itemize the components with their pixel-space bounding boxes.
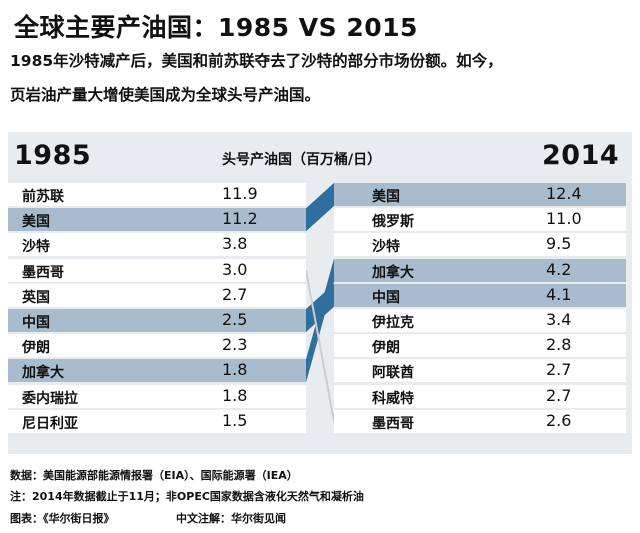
right-row-country: 阿联酋: [372, 365, 414, 382]
source-note: 数据：美国能源部能源情报署（EIA）、国际能源署（IEA）: [10, 469, 298, 482]
right-row-7: 阿联酋 2.7: [334, 359, 626, 383]
right-row-country: 美国: [372, 189, 400, 205]
left-row-country: 墨西哥: [22, 264, 64, 281]
left-row-8: 委内瑞拉 1.8: [8, 384, 306, 408]
right-row-2: 沙特 9.5: [334, 233, 626, 257]
left-row-country: 委内瑞拉: [22, 390, 78, 407]
left-row-country: 前苏联: [22, 189, 64, 205]
left-row-value: 1.5: [222, 410, 248, 430]
connection-band-2: [306, 258, 334, 383]
left-row-value: 2.7: [222, 284, 248, 304]
right-row-6: 伊朗 2.8: [334, 334, 626, 358]
right-row-country: 伊朗: [372, 340, 400, 357]
left-row-country: 伊朗: [22, 340, 50, 357]
right-row-4: 中国 4.1: [334, 283, 626, 307]
unit-label: 头号产油国（百万桶/日）: [222, 152, 382, 168]
data-note: 注：2014年数据截止于11月；非OPEC国家数据含液化天然气和凝析油: [10, 490, 364, 503]
right-row-country: 科威特: [372, 390, 414, 407]
year-right-label: 2014: [542, 140, 620, 171]
right-row-0: 美国 12.4: [334, 183, 626, 206]
year-left-label: 1985: [14, 140, 92, 171]
left-row-4: 英国 2.7: [8, 283, 306, 307]
left-row-value: 3.8: [222, 234, 248, 254]
right-row-value: 2.7: [546, 360, 572, 380]
page-title: 全球主要产油国：1985 VS 2015: [14, 13, 418, 42]
right-row-value: 11.0: [546, 209, 582, 229]
subtitle-line-1: 1985年沙特减产后，美国和前苏联夺去了沙特的部分市场份额。如今，: [10, 52, 503, 70]
right-row-8: 科威特 2.7: [334, 384, 626, 408]
translation-credit: 中文注解：华尔街见闻: [176, 512, 286, 525]
left-row-country: 美国: [22, 214, 50, 231]
right-row-country: 中国: [372, 289, 400, 306]
left-row-value: 3.0: [222, 259, 248, 279]
right-row-value: 2.6: [546, 410, 572, 430]
subtitle-line-2: 页岩油产量大增使美国成为全球头号产油国。: [10, 86, 321, 104]
left-row-country: 尼日利亚: [22, 415, 78, 432]
left-row-5: 中国 2.5: [8, 309, 306, 332]
left-row-country: 沙特: [22, 239, 50, 256]
left-row-value: 2.5: [222, 310, 248, 329]
right-row-value: 3.4: [546, 310, 572, 329]
right-row-country: 沙特: [372, 239, 400, 256]
left-row-value: 1.8: [222, 385, 248, 405]
left-row-country: 加拿大: [22, 365, 64, 382]
right-row-country: 墨西哥: [372, 415, 414, 432]
right-row-value: 4.2: [546, 259, 572, 279]
connection-line-3: [305, 269, 335, 422]
right-row-3: 加拿大 4.2: [334, 258, 626, 282]
right-row-value: 9.5: [546, 234, 572, 254]
left-row-9: 尼日利亚 1.5: [8, 409, 306, 433]
right-row-country: 伊拉克: [372, 315, 414, 331]
right-row-value: 4.1: [546, 284, 572, 304]
left-row-country: 中国: [22, 315, 50, 331]
connection-band-0: [306, 183, 334, 232]
right-row-1: 俄罗斯 11.0: [334, 208, 626, 232]
left-row-value: 1.8: [222, 360, 248, 380]
right-row-9: 墨西哥 2.6: [334, 409, 626, 433]
right-row-value: 2.8: [546, 335, 572, 355]
right-row-5: 伊拉克 3.4: [334, 309, 626, 332]
left-row-value: 11.2: [222, 209, 258, 229]
left-row-0: 前苏联 11.9: [8, 183, 306, 206]
left-row-3: 墨西哥 3.0: [8, 258, 306, 282]
left-row-6: 伊朗 2.3: [8, 334, 306, 358]
right-row-value: 12.4: [546, 184, 582, 203]
left-row-value: 11.9: [222, 184, 258, 203]
right-row-country: 俄罗斯: [372, 214, 414, 231]
left-row-country: 英国: [22, 289, 50, 306]
chart-credit: 图表：《华尔街日报》: [10, 512, 115, 525]
left-row-2: 沙特 3.8: [8, 233, 306, 257]
right-row-country: 加拿大: [372, 264, 414, 281]
left-row-7: 加拿大 1.8: [8, 359, 306, 383]
left-row-1: 美国 11.2: [8, 208, 306, 232]
right-row-value: 2.7: [546, 385, 572, 405]
left-row-value: 2.3: [222, 335, 248, 355]
